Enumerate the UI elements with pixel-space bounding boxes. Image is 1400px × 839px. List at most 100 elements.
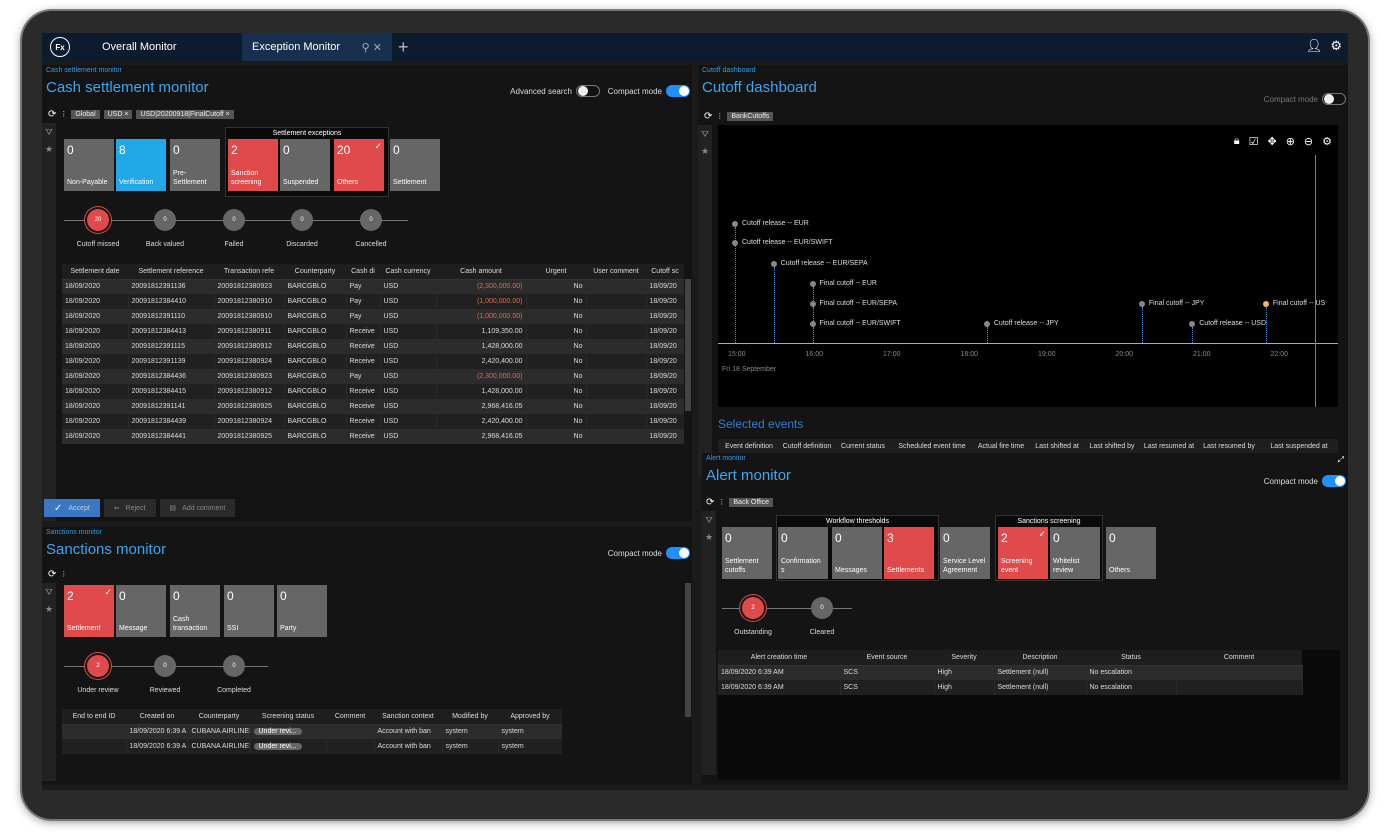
card-verification[interactable]: 8 Verification (116, 139, 166, 191)
card-screening-event[interactable]: ✓ 2 Screening event (998, 527, 1048, 579)
step-cutoff-missed[interactable]: 20 (87, 209, 109, 231)
card-message[interactable]: 0 Message (116, 585, 166, 637)
sanctions-column-header[interactable]: Created on (126, 709, 188, 725)
event-column-header[interactable]: Actual fire time (972, 439, 1030, 455)
event-column-header[interactable]: Last shifted at (1030, 439, 1084, 455)
settlement-column-header[interactable]: Settlement date (62, 264, 128, 280)
card-party[interactable]: 0 Party (277, 585, 327, 637)
sanctions-column-header[interactable]: Screening status (250, 709, 326, 725)
card-sanction-screening[interactable]: 2 Sanction screening (228, 139, 278, 191)
filter-icon[interactable]: ⛛ (701, 129, 709, 139)
card-others[interactable]: 0 Others (1106, 527, 1156, 579)
event-column-header[interactable]: Cutoff definition (780, 439, 834, 455)
sanctions-column-header[interactable]: Comment (326, 709, 374, 725)
alert-column-header[interactable]: Event source (840, 650, 934, 666)
table-row[interactable]: 18/09/2020 20091812384413 20091812380911 BA… (62, 324, 684, 339)
filter-chip[interactable]: USD × (103, 109, 133, 119)
more-icon[interactable]: ⋮ (716, 113, 724, 120)
sanctions-column-header[interactable]: End to end ID (62, 709, 126, 725)
lock-icon[interactable]: 🔒︎ (1233, 135, 1240, 147)
timeline-event[interactable]: Final cutoff -- US (1262, 300, 1325, 307)
switch[interactable] (666, 547, 690, 559)
refresh-icon[interactable]: ⟳ (704, 110, 713, 122)
alert-column-header[interactable]: Comment (1176, 650, 1302, 666)
event-column-header[interactable]: Scheduled event time (892, 439, 972, 455)
checkbox-icon[interactable]: ☑ (1248, 136, 1259, 148)
filter-chip[interactable]: USD|20200918|FinalCutoff × (136, 109, 234, 119)
compact-mode-toggle[interactable]: Compact mode (1264, 93, 1346, 105)
refresh-icon[interactable]: ⟳ (48, 568, 57, 580)
compact-mode-toggle[interactable]: Compact mode (608, 85, 690, 97)
filter-chip[interactable]: Global (71, 109, 100, 119)
card-ssi[interactable]: 0 SSI (224, 585, 274, 637)
status-pill[interactable]: Under revi... (253, 743, 302, 750)
switch[interactable] (666, 85, 690, 97)
settlement-column-header[interactable]: Counterparty (284, 264, 346, 280)
table-row[interactable]: 18/09/2020 20091812391136 20091812380923 BA… (62, 279, 684, 294)
event-column-header[interactable]: Last resumed at (1140, 439, 1198, 455)
user-icon[interactable]: 👤︎ (1305, 38, 1323, 53)
step-discarded[interactable]: 0 (291, 209, 313, 231)
star-icon[interactable]: ★ (44, 144, 54, 154)
alert-column-header[interactable]: Severity (934, 650, 994, 666)
table-row[interactable]: 18/09/2020 20091812391110 20091812380910 BA… (62, 309, 684, 324)
step-failed[interactable]: 0 (223, 209, 245, 231)
table-row[interactable]: 18/09/2020 6:39 A CUBANA AIRLINES Under re… (62, 739, 562, 754)
table-row[interactable]: 18/09/2020 20091812391139 20091812380924 BA… (62, 354, 684, 369)
more-icon[interactable]: ⋮ (718, 499, 726, 506)
timeline-event[interactable]: Final cutoff -- EUR/SWIFT (809, 320, 901, 327)
card-others[interactable]: ✓ 20 Others (334, 139, 384, 191)
card-whitelist-review[interactable]: 0 Whitelist review (1050, 527, 1100, 579)
card-settlement[interactable]: 0 Settlement (390, 139, 440, 191)
switch[interactable] (576, 85, 600, 97)
move-icon[interactable]: ✥ (1267, 136, 1277, 148)
card-confirmations[interactable]: 0 Confirmation s (778, 527, 828, 579)
panel-scrollbar[interactable] (685, 583, 691, 717)
tab-close-icon[interactable]: ⚲ ✕ (361, 41, 382, 54)
timeline-event[interactable]: Final cutoff -- EUR (809, 280, 877, 287)
add-comment-button[interactable]: ▤ Add comment (159, 499, 236, 517)
filter-icon[interactable]: ⛛ (45, 587, 53, 597)
reject-button[interactable]: ⇐ Reject (103, 499, 156, 517)
timeline-event[interactable]: Cutoff release -- EUR/SWIFT (732, 239, 833, 246)
add-tab-icon[interactable]: + (398, 36, 409, 57)
table-scrollbar[interactable] (685, 279, 691, 411)
switch[interactable] (1322, 93, 1346, 105)
expand-icon[interactable]: ⤢ (1337, 455, 1344, 464)
step-back-valued[interactable]: 0 (154, 209, 176, 231)
timeline-event[interactable]: Cutoff release -- USD (1189, 320, 1266, 327)
star-icon[interactable]: ★ (44, 604, 54, 614)
filter-icon[interactable]: ⛛ (45, 127, 53, 137)
tab-exception-monitor[interactable]: Exception Monitor ⚲ ✕ (242, 33, 392, 61)
timeline-event[interactable]: Cutoff release -- EUR/SEPA (770, 260, 868, 267)
status-pill[interactable]: Under revi... (253, 728, 302, 736)
card-suspended[interactable]: 0 Suspended (280, 139, 330, 191)
table-row[interactable]: 18/09/2020 20091812391115 20091812380912 BA… (62, 339, 684, 354)
settlement-column-header[interactable]: Cutoff sc (646, 264, 684, 280)
timeline-event[interactable]: Cutoff release -- JPY (983, 320, 1059, 327)
filter-chip[interactable]: BankCutoffs (727, 111, 774, 121)
refresh-icon[interactable]: ⟳ (706, 496, 715, 508)
table-row[interactable]: 18/09/2020 6:39 AM SCS High Settlement (nul… (718, 665, 1303, 680)
timeline-event[interactable]: Cutoff release -- EUR (732, 220, 809, 227)
zoom-in-icon[interactable]: ⊕ (1285, 136, 1295, 148)
compact-mode-toggle[interactable]: Compact mode (1264, 475, 1346, 487)
card-settlement-cutoffs[interactable]: 0 Settlement cutoffs (722, 527, 772, 579)
step-cleared[interactable]: 0 (811, 597, 833, 619)
settlement-column-header[interactable]: Transaction refe (214, 264, 284, 280)
alert-column-header[interactable]: Description (994, 650, 1086, 666)
filter-chip[interactable]: Back Office (729, 497, 774, 507)
step-under-review[interactable]: 2 (87, 655, 109, 677)
table-row[interactable]: 18/09/2020 6:39 AM SCS High Settlement (nul… (718, 680, 1303, 695)
event-column-header[interactable]: Event definition (718, 439, 780, 455)
table-row[interactable]: 18/09/2020 6:39 A CUBANA AIRLINES Under re… (62, 724, 562, 739)
card-settlement[interactable]: ✓ 2 Settlement (64, 585, 114, 637)
more-icon[interactable]: ⋮ (60, 571, 68, 578)
star-icon[interactable]: ★ (700, 146, 710, 156)
filter-icon[interactable]: ⛛ (705, 515, 713, 525)
star-icon[interactable]: ★ (704, 532, 714, 542)
table-row[interactable]: 18/09/2020 20091812384410 20091812380910 BA… (62, 294, 684, 309)
table-row[interactable]: 18/09/2020 20091812391141 20091812380925 BA… (62, 399, 684, 414)
card-cash-transaction[interactable]: 0 Cash transaction (170, 585, 220, 637)
sanctions-column-header[interactable]: Sanction context (374, 709, 442, 725)
